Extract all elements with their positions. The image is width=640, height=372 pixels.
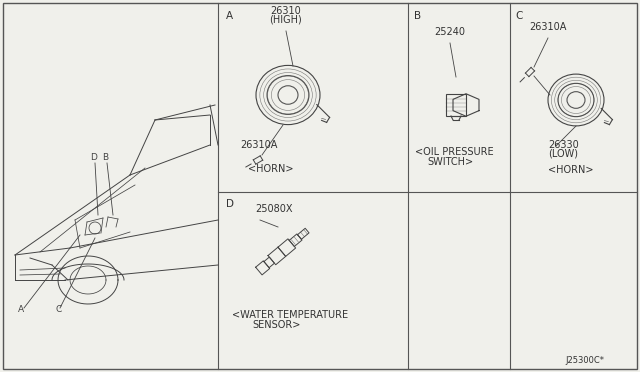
- Text: 25240: 25240: [435, 27, 465, 37]
- Text: J25300C*: J25300C*: [565, 356, 604, 365]
- Text: A: A: [18, 305, 24, 314]
- Text: B: B: [102, 154, 108, 163]
- Text: <HORN>: <HORN>: [248, 164, 294, 174]
- Text: B: B: [414, 11, 421, 21]
- Text: C: C: [515, 11, 522, 21]
- Text: (HIGH): (HIGH): [269, 15, 302, 25]
- Text: 26310A: 26310A: [529, 22, 566, 32]
- Bar: [446, 94, 466, 116]
- Text: C: C: [55, 305, 61, 314]
- Text: 26310: 26310: [271, 6, 301, 16]
- Text: A: A: [226, 11, 233, 21]
- Text: <HORN>: <HORN>: [548, 165, 593, 175]
- Text: (LOW): (LOW): [548, 149, 578, 159]
- Text: 25080X: 25080X: [255, 204, 292, 214]
- Text: D: D: [226, 199, 234, 209]
- Text: D: D: [90, 154, 97, 163]
- Text: <OIL PRESSURE: <OIL PRESSURE: [415, 147, 493, 157]
- Text: 26310A: 26310A: [240, 140, 277, 150]
- Text: 26330: 26330: [548, 140, 579, 150]
- Text: SWITCH>: SWITCH>: [427, 157, 473, 167]
- Text: <WATER TEMPERATURE: <WATER TEMPERATURE: [232, 310, 348, 320]
- Text: SENSOR>: SENSOR>: [252, 320, 300, 330]
